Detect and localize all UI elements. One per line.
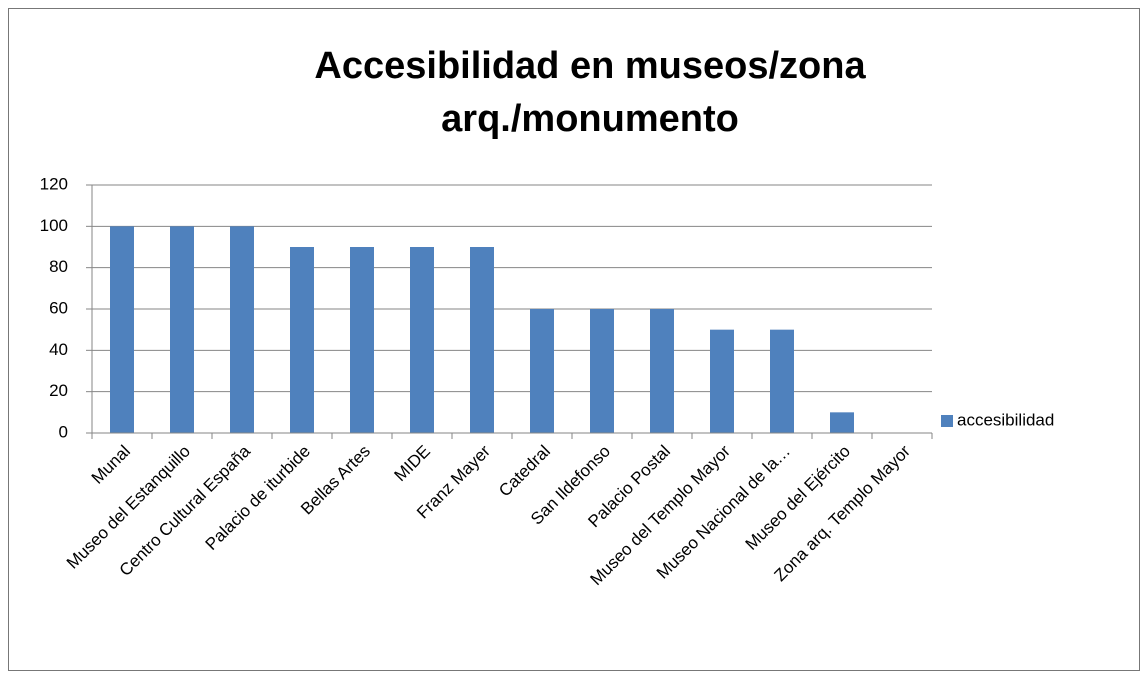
y-tick-label: 0 <box>59 422 68 441</box>
bar <box>470 247 494 433</box>
bar <box>170 226 194 433</box>
y-tick-label: 100 <box>40 216 68 235</box>
legend-swatch <box>941 415 953 427</box>
bar <box>290 247 314 433</box>
bar <box>830 412 854 433</box>
x-tick-label: Museo del Ejército <box>742 442 854 554</box>
bar <box>110 226 134 433</box>
x-tick-label: Palacio de iturbide <box>202 442 314 554</box>
y-tick-label: 20 <box>49 381 68 400</box>
y-tick-label: 40 <box>49 340 68 359</box>
legend-label: accesibilidad <box>957 410 1054 429</box>
bar <box>710 329 734 433</box>
y-tick-label: 80 <box>49 257 68 276</box>
x-tick-label: MIDE <box>391 442 434 485</box>
bar <box>770 329 794 433</box>
x-tick-label: Munal <box>88 442 134 488</box>
bar <box>530 309 554 433</box>
bar <box>590 309 614 433</box>
bar <box>650 309 674 433</box>
x-tick-label: Catedral <box>495 442 554 501</box>
bar <box>230 226 254 433</box>
bar <box>410 247 434 433</box>
bar <box>350 247 374 433</box>
y-tick-label: 60 <box>49 298 68 317</box>
chart-border <box>8 8 1140 671</box>
y-tick-label: 120 <box>40 174 68 193</box>
chart-title: Accesibilidad en museos/zona arq./monume… <box>314 45 866 140</box>
